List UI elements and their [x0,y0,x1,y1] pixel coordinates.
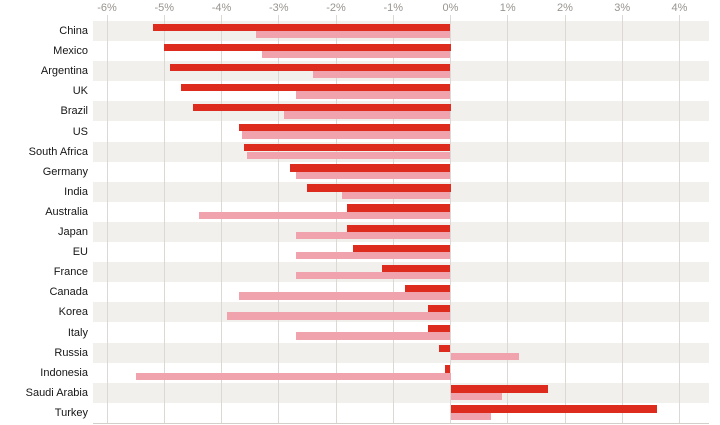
row-band [93,342,709,363]
x-tick-label: -5% [154,2,175,14]
bar-pink [295,231,451,240]
bar-pink [238,292,451,300]
bar-dark-red [444,365,451,373]
gridline [106,15,108,423]
gridline [621,15,623,423]
bar-dark-red [427,325,451,333]
bar-dark-red [381,264,451,273]
category-label: Germany [42,165,88,178]
bar-dark-red [152,23,451,31]
category-label: Russia [54,346,88,359]
x-tick-label: 4% [671,2,688,14]
x-tick-label: -3% [268,2,289,14]
category-label: Australia [45,205,88,218]
bar-dark-red [427,304,451,313]
bar-dark-red [238,124,451,132]
category-label: Canada [49,286,88,299]
bar-pink [295,252,451,260]
bar-pink [450,352,520,360]
bar-pink [295,332,451,340]
x-tick-label: -4% [211,2,232,14]
gridline [507,15,509,423]
category-label: Brazil [60,105,88,118]
bar-pink [450,392,503,401]
category-label: Turkey [54,406,88,419]
category-label: India [64,185,88,198]
bar-dark-red [347,204,451,212]
category-label: Korea [58,306,88,319]
bar-dark-red [347,224,451,232]
bar-pink [241,131,451,139]
bar-dark-red [181,83,451,92]
x-tick-label: 3% [614,2,631,14]
x-tick-label: -2% [326,2,346,14]
bar-pink [255,30,451,39]
category-label: EU [72,246,88,259]
category-label: Indonesia [40,366,88,379]
category-label: Argentina [40,65,88,78]
bar-dark-red [450,385,548,393]
bar-dark-red [307,184,451,192]
category-label: US [72,125,88,138]
bar-dark-red [192,103,451,112]
row-band [93,382,709,403]
bar-pink [313,71,451,79]
bar-pink [284,111,451,119]
category-label: Italy [67,326,88,339]
category-label: Japan [58,226,88,238]
category-label: France [53,266,88,279]
gridline [450,15,451,423]
x-tick-label: 2% [557,2,573,14]
bar-pink [261,51,451,59]
bar-dark-red [353,244,451,252]
bar-pink [450,412,491,421]
bar-pink [247,151,451,159]
x-tick-label: -1% [383,2,404,14]
bar-pink [227,312,451,320]
bar-dark-red [164,43,451,51]
bar-pink [295,171,451,179]
bar-pink [341,191,451,200]
gridline [163,15,165,423]
bar-dark-red [169,63,451,72]
bar-pink [295,272,451,280]
gridline [564,15,566,423]
bar-dark-red [290,164,451,172]
category-label: UK [72,85,88,98]
bar-pink [198,211,451,220]
gridline [679,15,680,423]
bar-dark-red [439,345,451,353]
bar-dark-red [244,144,451,152]
bar-pink [295,91,451,99]
category-label: Mexico [53,45,88,58]
x-tick-label: -6% [97,2,117,14]
x-tick-label: 1% [499,2,516,14]
x-axis-line [93,423,709,424]
bar-pink [135,372,451,380]
x-tick-label: 0% [442,2,459,14]
bar-dark-red [404,284,451,293]
category-label: Saudi Arabia [25,386,88,399]
bar-dark-red [450,405,657,413]
category-label: South Africa [28,145,88,158]
category-label: China [59,25,88,37]
